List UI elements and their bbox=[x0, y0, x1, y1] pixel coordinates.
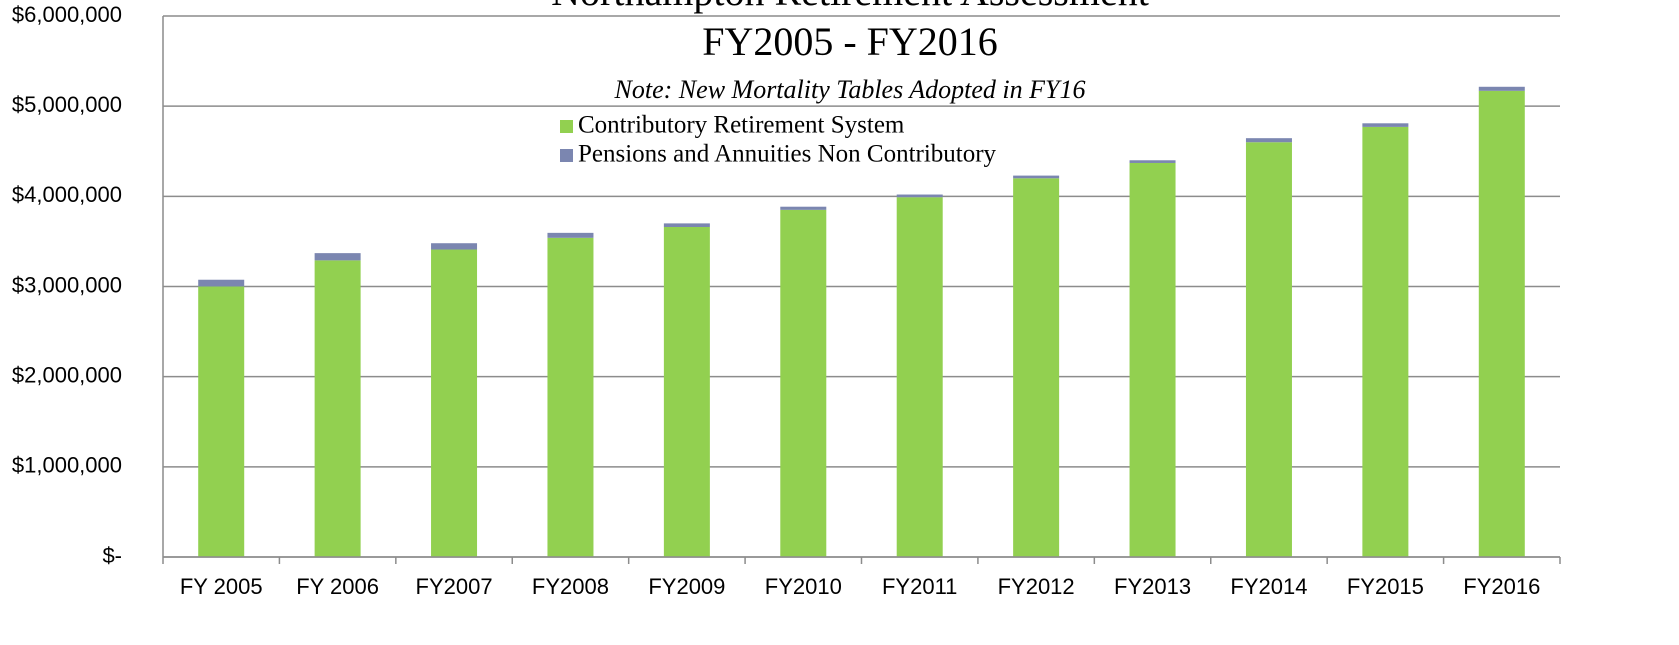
bar-segment bbox=[1478, 90, 1525, 558]
x-tick-label: FY2014 bbox=[1230, 574, 1307, 599]
bar-segment bbox=[1362, 126, 1409, 557]
bar-segment bbox=[547, 232, 594, 238]
x-tick-label: FY2011 bbox=[882, 574, 957, 599]
chart-title: Northampton Retirement Assessment bbox=[551, 0, 1149, 14]
x-tick-label: FY2009 bbox=[648, 574, 725, 599]
y-tick-label: $3,000,000 bbox=[12, 272, 122, 297]
bar-segment bbox=[198, 279, 245, 287]
y-tick-label: $4,000,000 bbox=[12, 182, 122, 207]
legend-swatch bbox=[560, 149, 573, 162]
x-tick-label: FY2013 bbox=[1114, 574, 1191, 599]
bar-segment bbox=[1129, 162, 1176, 557]
bar-segment bbox=[1245, 138, 1292, 143]
x-tick-label: FY2007 bbox=[416, 574, 493, 599]
x-tick-label: FY2008 bbox=[532, 574, 609, 599]
legend-label: Contributory Retirement System bbox=[578, 112, 905, 139]
bar-segment bbox=[547, 237, 594, 557]
bar-segment bbox=[314, 260, 361, 557]
bar-segment bbox=[896, 197, 943, 558]
bar-segment bbox=[1478, 86, 1525, 91]
x-tick-label: FY2010 bbox=[765, 574, 842, 599]
bar-segment bbox=[1013, 175, 1060, 179]
bar-segment bbox=[431, 243, 478, 250]
x-tick-label: FY2016 bbox=[1463, 574, 1540, 599]
chart-subtitle: FY2005 - FY2016 bbox=[702, 19, 998, 64]
chart-note: Note: New Mortality Tables Adopted in FY… bbox=[614, 75, 1086, 104]
bar-segment bbox=[198, 286, 245, 557]
legend-swatch bbox=[560, 120, 573, 133]
bar-segment bbox=[431, 249, 478, 557]
bar-segment bbox=[1362, 123, 1409, 127]
bar-segment bbox=[663, 226, 710, 558]
legend-label: Pensions and Annuities Non Contributory bbox=[578, 141, 997, 168]
x-tick-label: FY 2006 bbox=[296, 574, 379, 599]
y-tick-label: $2,000,000 bbox=[12, 362, 122, 387]
bar-segment bbox=[314, 253, 361, 261]
bar-segment bbox=[780, 209, 827, 557]
x-tick-label: FY 2005 bbox=[180, 574, 263, 599]
y-tick-label: $5,000,000 bbox=[12, 92, 122, 117]
x-tick-label: FY2012 bbox=[998, 574, 1075, 599]
x-tick-label: FY2015 bbox=[1347, 574, 1424, 599]
y-tick-label: $1,000,000 bbox=[12, 453, 122, 478]
bar-segment bbox=[1013, 178, 1060, 558]
bar-segment bbox=[663, 223, 710, 227]
bar-segment bbox=[1245, 142, 1292, 557]
bar-segment bbox=[780, 206, 827, 210]
bar-segment bbox=[1129, 160, 1176, 163]
y-tick-label: $- bbox=[102, 543, 122, 568]
bar-segment bbox=[896, 194, 943, 198]
y-tick-label: $6,000,000 bbox=[12, 2, 122, 27]
